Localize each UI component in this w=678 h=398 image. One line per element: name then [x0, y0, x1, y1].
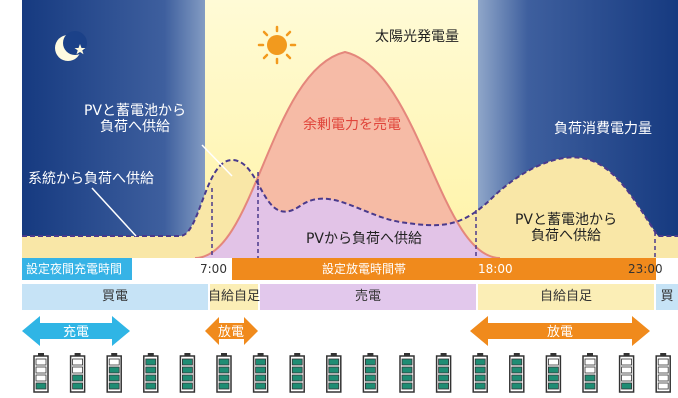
solar-generation-label: 太陽光発電量	[375, 29, 459, 45]
battery-icon	[399, 353, 415, 393]
battery-icon	[216, 353, 232, 393]
battery-icon	[472, 353, 488, 393]
battery-icon	[618, 353, 635, 393]
leader-line-pv-battery	[201, 144, 233, 177]
mode-row: 買電 自給自足 売電 自給自足 買	[22, 284, 678, 310]
time-23: 23:00	[628, 262, 663, 276]
mode-self-sufficient-evening: 自給自足	[478, 284, 654, 310]
discharge-band-segment	[232, 258, 656, 280]
timeline-bar: 設定夜間充電時間 7:00 設定放電時間帯 18:00 23:00	[22, 258, 678, 280]
battery-icon	[33, 353, 49, 393]
discharge-label-long: 放電	[546, 325, 574, 340]
discharge-arrow-short	[205, 317, 258, 345]
night-charge-time-label: 設定夜間充電時間	[26, 262, 123, 276]
mode-buy-night: 買	[656, 284, 678, 310]
battery-icon	[545, 353, 562, 393]
late-night-segment	[656, 258, 678, 280]
battery-row	[33, 353, 671, 393]
pv-to-load-label: PVから負荷へ供給	[305, 231, 423, 247]
sun-icon	[257, 25, 297, 65]
grid-to-load-label: 系統から負荷へ供給	[28, 171, 154, 187]
battery-icon	[252, 353, 269, 393]
mode-buy-label: 買電	[101, 289, 129, 304]
battery-icon	[362, 353, 379, 393]
mode-buy-night-label: 買	[660, 289, 674, 304]
time-7: 7:00	[200, 262, 227, 276]
battery-icon	[655, 353, 671, 393]
battery-icon	[69, 353, 86, 393]
discharge-arrow-long	[470, 316, 650, 346]
battery-icon	[289, 353, 305, 393]
sell-surplus-label: 余剰電力を売電	[303, 117, 401, 133]
mode-self-sufficient-label: 自給自足	[207, 289, 261, 304]
battery-icon	[509, 353, 525, 393]
leader-line-grid	[91, 187, 137, 237]
battery-icon	[435, 353, 452, 393]
mode-self-sufficient-label: 自給自足	[539, 289, 593, 304]
morning-white-segment	[132, 258, 232, 280]
discharge-band-label: 設定放電時間帯	[322, 262, 407, 276]
load-consumption-label: 負荷消費電力量	[554, 121, 652, 137]
night-charge-segment	[22, 258, 132, 280]
pv-to-load-area	[195, 157, 500, 258]
battery-icon	[143, 353, 159, 393]
mode-sell-label: 売電	[354, 289, 382, 304]
load-consumption-curve	[22, 156, 678, 237]
pv-battery-left-label: PVと蓄電池から 負荷へ供給	[83, 103, 187, 136]
discharge-label-short: 放電	[217, 325, 245, 340]
moon-icon	[55, 31, 87, 61]
battery-icon	[326, 353, 342, 393]
pv-battery-right-label: PVと蓄電池から 負荷へ供給	[514, 212, 618, 245]
battery-icon	[582, 353, 598, 393]
charge-arrow	[22, 316, 130, 346]
charge-label: 充電	[62, 325, 90, 340]
mode-self-sufficient-morning: 自給自足	[207, 284, 261, 310]
mode-buy: 買電	[22, 284, 208, 310]
solar-generation-curve	[194, 50, 501, 259]
battery-icon	[179, 353, 196, 393]
mode-sell: 売電	[260, 284, 476, 310]
battery-icon	[106, 353, 122, 393]
time-18: 18:00	[478, 262, 513, 276]
